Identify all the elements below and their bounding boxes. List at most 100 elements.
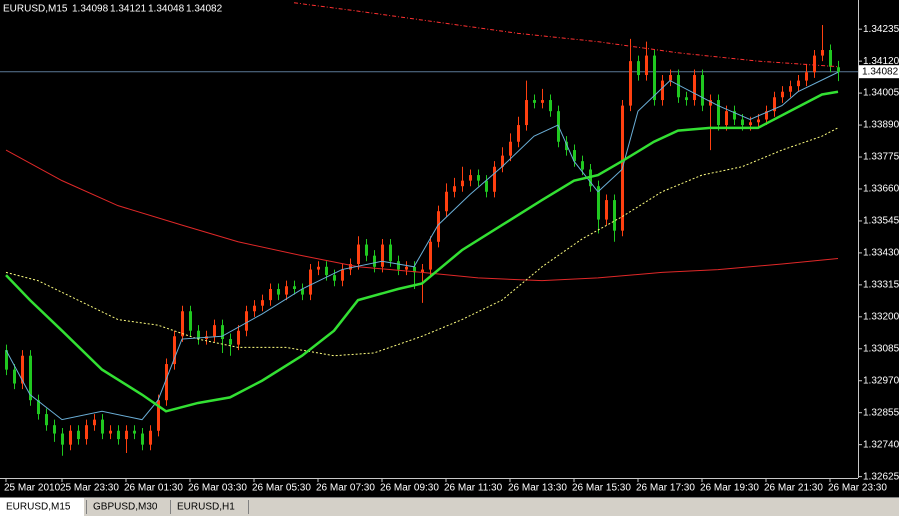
candle-body [517, 125, 520, 142]
candle-body [429, 241, 432, 270]
tab-label[interactable]: EURUSD,H1 [177, 502, 235, 513]
candle-body [229, 339, 232, 345]
tab-label[interactable]: EURUSD,M15 [6, 502, 71, 513]
candle-body [709, 100, 712, 106]
candle-body [413, 266, 416, 273]
candle-body [765, 111, 768, 120]
x-tick-label: 26 Mar 03:30 [188, 483, 247, 494]
candle-body [21, 355, 24, 384]
price-label-box [859, 65, 899, 79]
x-tick-label: 26 Mar 11:30 [444, 483, 503, 494]
candle-body [405, 266, 408, 270]
candle-body [149, 430, 152, 445]
candle-body [613, 200, 616, 231]
candle-body [717, 100, 720, 126]
candle-body [637, 61, 640, 76]
candle-body [301, 289, 304, 295]
candle-body [805, 72, 808, 81]
candle-body [197, 330, 200, 340]
candle-body [333, 275, 336, 281]
candle-body [749, 122, 752, 126]
candle-body [669, 75, 672, 81]
candle-body [525, 100, 528, 126]
price-label: 1.34082 [862, 66, 899, 77]
candle-body [309, 269, 312, 295]
candle-body [693, 75, 696, 101]
candle-body [605, 200, 608, 220]
y-tick-label: 1.34120 [863, 56, 899, 67]
candle-body [181, 311, 184, 337]
candle-body [597, 186, 600, 220]
candle-body [285, 286, 288, 295]
candle-body [13, 369, 16, 384]
candle-body [509, 141, 512, 156]
candle-body [421, 269, 424, 273]
candle-body [733, 111, 736, 120]
candle-body [573, 150, 576, 162]
y-tick-label: 1.33890 [863, 120, 899, 131]
candle-body [373, 255, 376, 267]
candle-body [781, 91, 784, 98]
candle-body [69, 430, 72, 445]
candle-body [141, 433, 144, 445]
x-tick-label: 26 Mar 19:30 [700, 483, 759, 494]
x-tick-label: 26 Mar 07:30 [316, 483, 375, 494]
candle-body [493, 166, 496, 192]
candle-body [677, 75, 680, 98]
x-tick-label: 26 Mar 13:30 [508, 483, 567, 494]
candle-body [469, 175, 472, 181]
candle-body [397, 261, 400, 270]
indicator-line [5, 149, 839, 282]
candle-body [117, 430, 120, 440]
x-tick-label: 26 Mar 01:30 [124, 483, 183, 494]
y-tick-label: 1.33660 [863, 184, 899, 195]
tab-bar [0, 497, 899, 516]
candle-body [37, 400, 40, 415]
candle-body [757, 119, 760, 123]
header-close: 1.34082 [186, 4, 223, 15]
y-tick-label: 1.32625 [863, 471, 899, 482]
y-tick-label: 1.33430 [863, 248, 899, 259]
candle-body [221, 325, 224, 340]
candle-body [813, 55, 816, 73]
candle-body [829, 50, 832, 67]
candle-body [797, 80, 800, 87]
header-high: 1.34121 [110, 4, 147, 15]
candle-body [445, 191, 448, 212]
candle-body [485, 180, 488, 192]
tab-active[interactable] [0, 498, 84, 516]
candle-body [245, 311, 248, 331]
candle-body [237, 330, 240, 345]
candle-body [661, 80, 664, 101]
x-tick-label: 26 Mar 05:30 [252, 483, 311, 494]
tab-label[interactable]: GBPUSD,M30 [93, 502, 158, 513]
candle-body [189, 311, 192, 331]
x-tick-label: 26 Mar 21:30 [764, 483, 823, 494]
candle-body [541, 100, 544, 103]
candle-body [293, 286, 296, 290]
candle-body [653, 55, 656, 101]
candle-body [437, 211, 440, 242]
y-tick-label: 1.34235 [863, 24, 899, 35]
y-tick-label: 1.33775 [863, 152, 899, 163]
candle-body [77, 430, 80, 440]
candle-body [101, 419, 104, 434]
indicator-line [5, 71, 839, 421]
y-tick-label: 1.34005 [863, 88, 899, 99]
candle-body [341, 269, 344, 281]
candle-body [685, 97, 688, 101]
candle-body [581, 161, 584, 170]
candle-body [5, 350, 8, 370]
x-tick-label: 26 Mar 15:30 [572, 483, 631, 494]
x-tick-label: 26 Mar 09:30 [380, 483, 439, 494]
candle-body [773, 97, 776, 112]
y-tick-label: 1.32855 [863, 407, 899, 418]
candle-body [533, 100, 536, 103]
chart-background [0, 0, 899, 498]
candle-body [725, 111, 728, 126]
y-tick-label: 1.32740 [863, 439, 899, 450]
candle-body [349, 264, 352, 270]
candle-body [549, 100, 552, 112]
